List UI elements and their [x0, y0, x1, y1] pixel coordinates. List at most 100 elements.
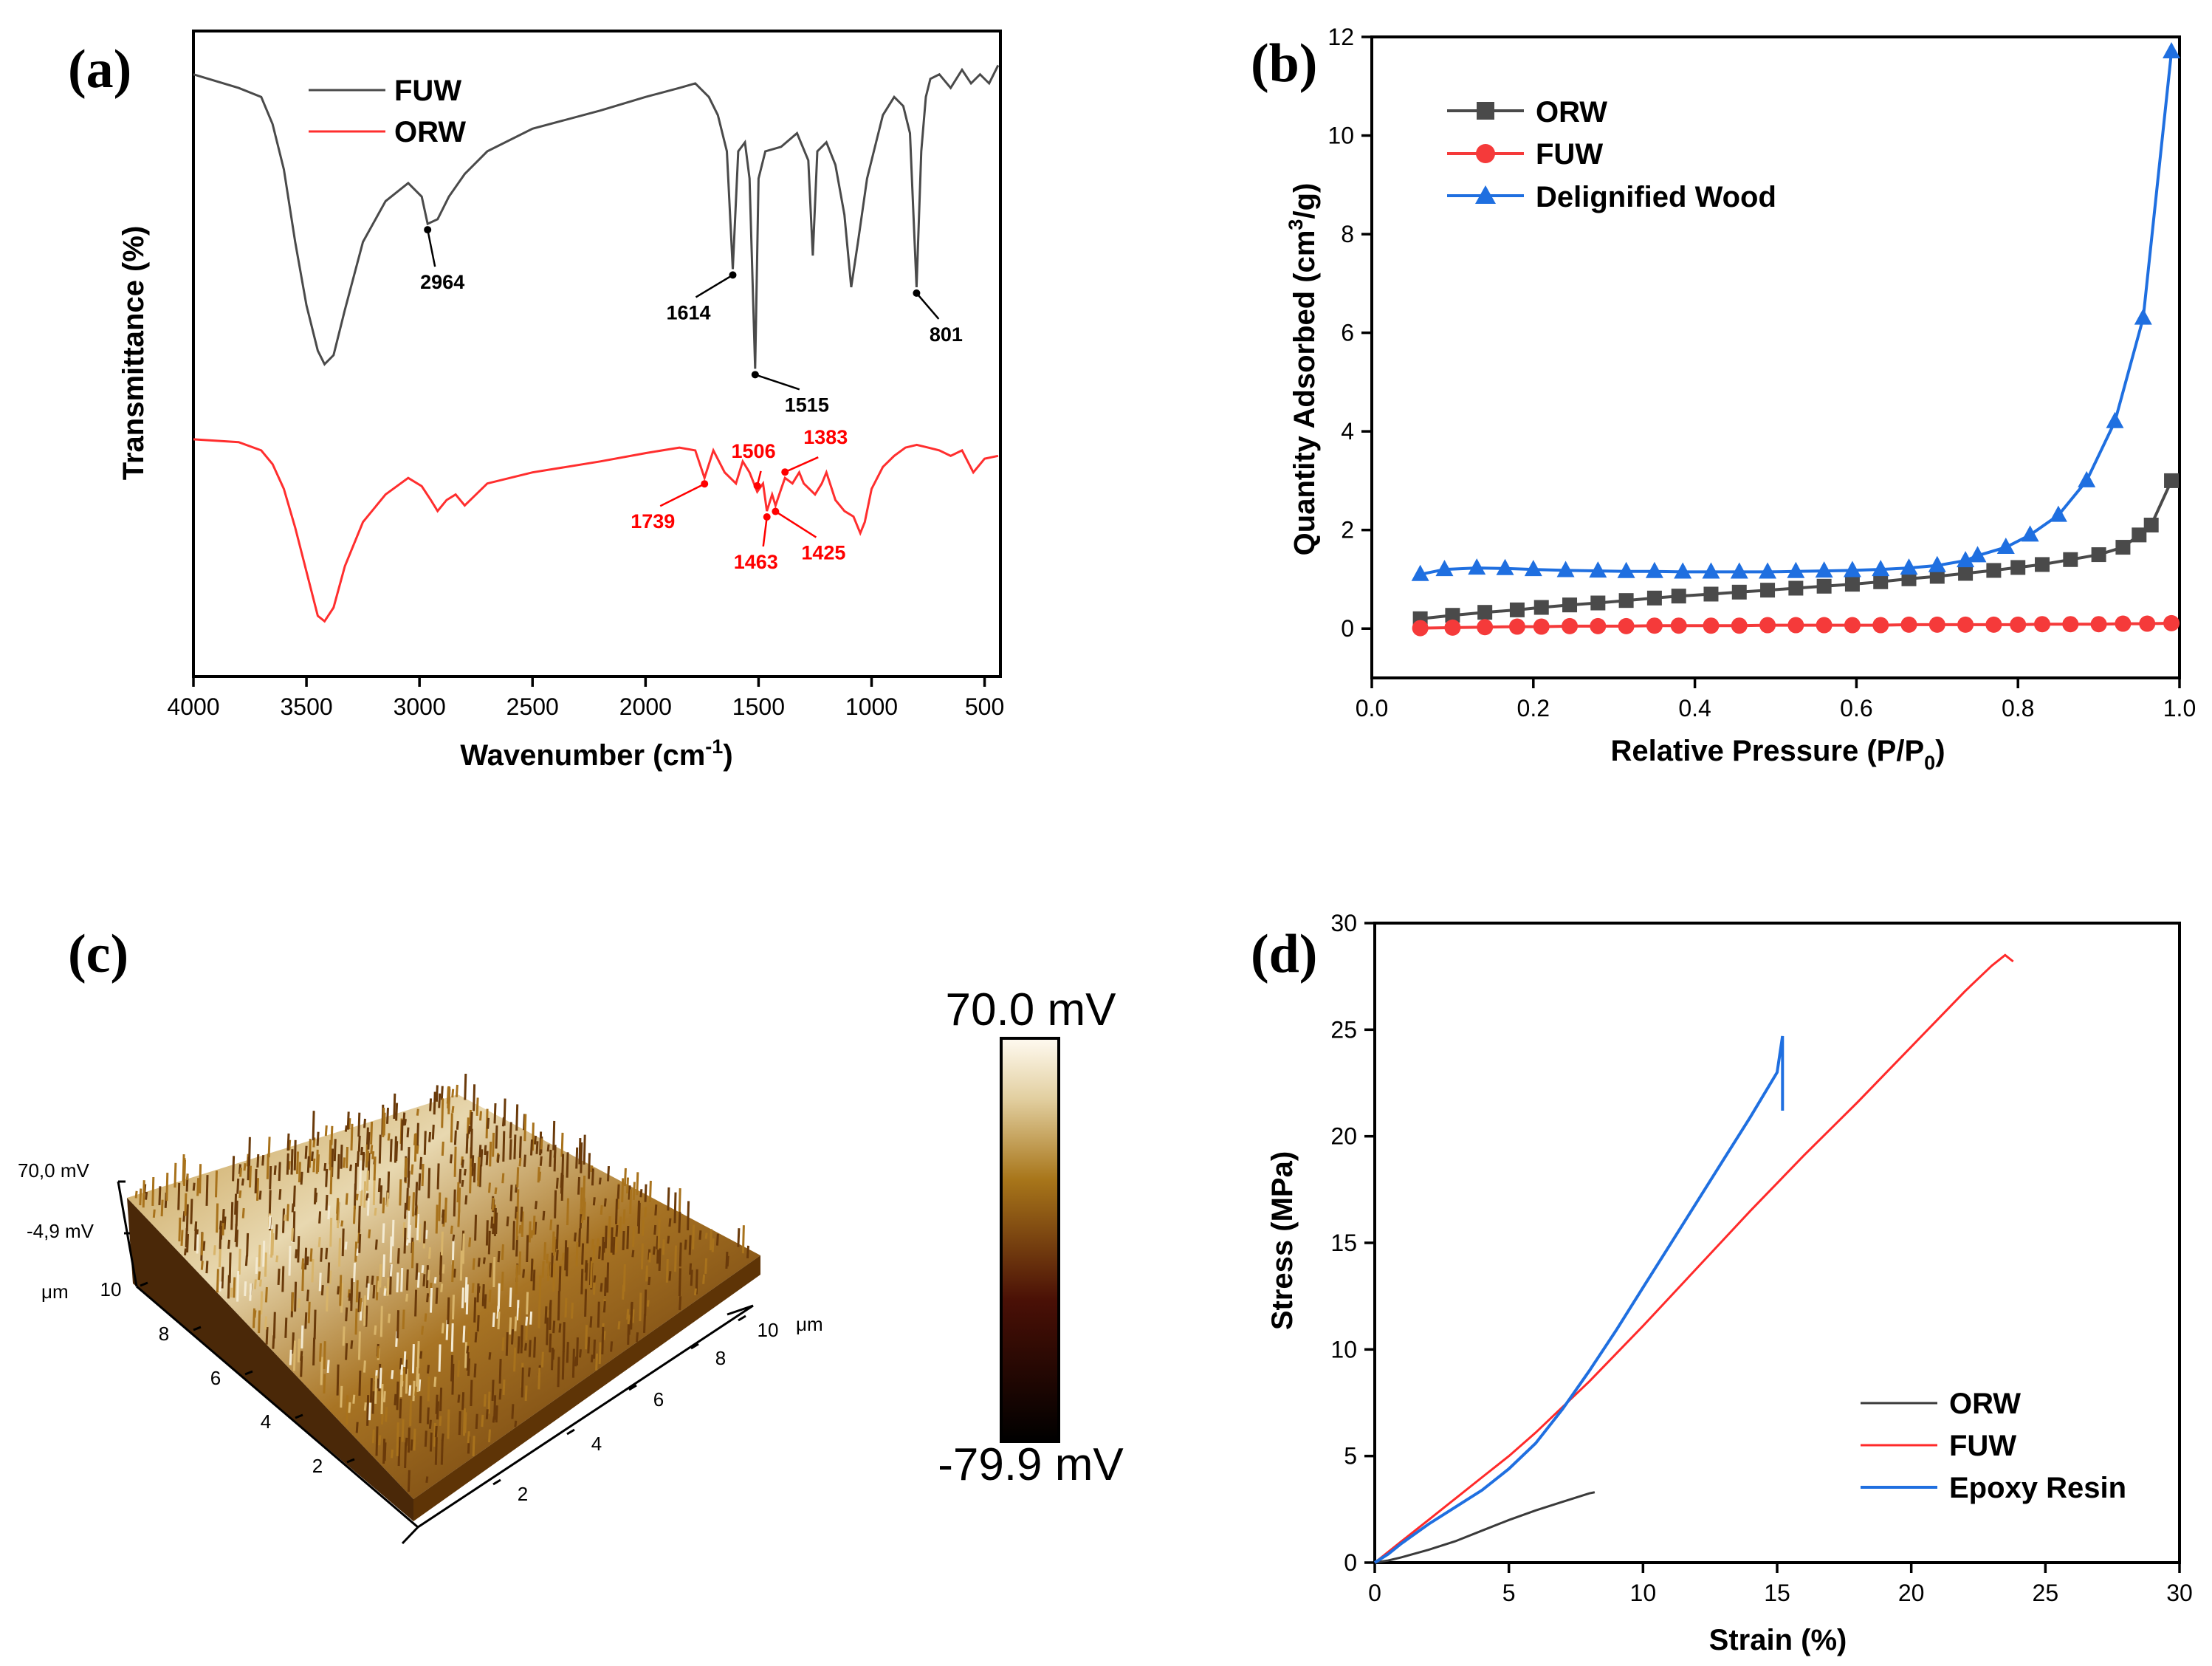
afm-surface-spike [236, 1230, 238, 1247]
afm-surface-spike [520, 1325, 523, 1354]
afm-surface-spike [478, 1165, 482, 1187]
afm-surface-spike [509, 1139, 512, 1160]
afm-surface-spike [377, 1281, 380, 1292]
afm-surface-spike [354, 1162, 357, 1190]
afm-surface-spike [604, 1225, 608, 1249]
afm-surface-spike [515, 1206, 518, 1218]
afm-surface-spike [566, 1247, 569, 1277]
afm-x-tick-label: 4 [591, 1433, 602, 1455]
afm-surface-spike [350, 1340, 354, 1349]
ftir-series-fuw [193, 64, 1000, 369]
afm-surface-spike [395, 1103, 399, 1121]
afm-surface-spike [615, 1224, 619, 1237]
afm-surface-spike [652, 1246, 656, 1255]
adsorption-y-tick-label: 4 [1341, 418, 1354, 445]
afm-surface-spike [562, 1322, 566, 1353]
stress-ticks: 0 5 10 15 20 25 30 0 5 10 15 20 25 30 [1330, 910, 2192, 1606]
afm-surface-spike [627, 1314, 631, 1325]
ftir-x-tick-label: 4000 [167, 693, 219, 720]
afm-surface-spike [382, 1112, 386, 1136]
afm-surface-spike [560, 1132, 564, 1157]
afm-surface-spike [481, 1414, 484, 1427]
data-point-circle [1900, 616, 1917, 633]
afm-surface-spike [311, 1151, 314, 1162]
afm-surface-spike [491, 1379, 495, 1401]
afm-surface-spike [450, 1225, 453, 1235]
afm-surface-spike [408, 1385, 412, 1396]
afm-surface-spike [636, 1172, 639, 1196]
afm-surface-spike [178, 1217, 182, 1241]
adsorption-y-axis-label: Quantity Adsorbed (cm3/g) [1285, 183, 1321, 556]
data-point-circle [2010, 616, 2027, 633]
afm-surface-spike [580, 1142, 583, 1173]
data-point-square [1533, 600, 1549, 615]
afm-surface-spike [401, 1419, 405, 1442]
afm-surface-spike [356, 1151, 360, 1167]
afm-surface-spike [532, 1269, 536, 1291]
afm-surface-spike [438, 1093, 442, 1108]
afm-surface-spike [371, 1151, 375, 1159]
afm-surface-spike [413, 1133, 417, 1162]
adsorption-x-tick-label: 0.4 [1678, 695, 1711, 721]
afm-surface-spike [405, 1368, 408, 1394]
afm-surface-spike [580, 1187, 583, 1215]
data-point-triangle [1872, 560, 1890, 577]
stress-strain-chart: (d) 0 5 10 15 20 25 30 0 5 10 15 20 25 30 ORW FUW Epo… [1251, 910, 2193, 1656]
data-point-square [1731, 584, 1747, 600]
afm-surface-spike [185, 1204, 189, 1231]
peak-arrowhead [424, 226, 432, 234]
data-point-circle [1928, 616, 1945, 633]
afm-surface-spike [487, 1230, 491, 1255]
afm-surface-spike [639, 1292, 642, 1322]
afm-surface-spike [199, 1164, 202, 1194]
afm-surface-spike [215, 1170, 218, 1198]
afm-surface-spike [360, 1146, 363, 1156]
adsorption-series-delignified-wood [1420, 51, 2174, 576]
afm-surface-spike [260, 1291, 264, 1314]
afm-surface-spike [464, 1195, 468, 1205]
afm-surface-spike [368, 1402, 371, 1421]
afm-surface-spike [418, 1224, 422, 1243]
afm-surface-spike [396, 1310, 399, 1339]
afm-surface-spike [382, 1439, 386, 1464]
afm-surface-spike [410, 1439, 413, 1451]
afm-surface-spike [515, 1104, 519, 1131]
ftir-plot-frame [192, 30, 1002, 678]
afm-surface-spike [429, 1098, 433, 1111]
afm-surface-spike [528, 1340, 532, 1357]
afm-surface-spike [416, 1213, 419, 1241]
afm-surface-spike [365, 1305, 368, 1327]
afm-surface-spike [277, 1268, 281, 1285]
afm-surface-spike [278, 1162, 281, 1182]
afm-surface-spike [356, 1248, 360, 1256]
afm-surface-spike [416, 1272, 420, 1288]
afm-surface-spike [602, 1300, 606, 1313]
afm-surface-spike [367, 1132, 371, 1150]
afm-surface-spike [458, 1168, 462, 1184]
afm-surface-spike [374, 1375, 378, 1404]
afm-surface-spike [532, 1216, 536, 1235]
ftir-y-axis-label: Transmittance (%) [117, 226, 150, 481]
data-point-triangle [1968, 546, 1987, 563]
data-point-circle [1533, 618, 1550, 635]
afm-surface-spike [320, 1357, 323, 1385]
afm-surface-spike [557, 1291, 560, 1321]
afm-surface-spike [467, 1431, 470, 1444]
ftir-x-tick-label: 2000 [619, 693, 672, 720]
afm-surface-spike [597, 1301, 600, 1328]
afm-surface-spike [452, 1295, 455, 1320]
afm-surface-spike [362, 1151, 365, 1170]
afm-surface-spike [464, 1277, 468, 1303]
afm-surface-spike [396, 1248, 400, 1264]
afm-surface-spike [509, 1317, 512, 1335]
afm-surface-spike [316, 1131, 320, 1146]
afm-surface-spike [421, 1265, 425, 1274]
afm-surface-spike [340, 1220, 344, 1227]
afm-surface-spike [329, 1270, 332, 1284]
afm-surface-spike [518, 1307, 521, 1322]
afm-surface-spike [377, 1346, 380, 1359]
afm-surface-spike [255, 1257, 258, 1274]
peak-arrowhead [753, 481, 761, 490]
afm-surface-spike [216, 1269, 219, 1293]
afm-surface-spike [393, 1093, 396, 1120]
